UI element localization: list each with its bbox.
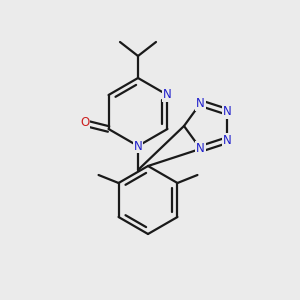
Text: N: N xyxy=(223,134,232,147)
Text: O: O xyxy=(80,116,89,130)
Text: N: N xyxy=(134,140,142,152)
Text: N: N xyxy=(223,105,232,119)
Text: N: N xyxy=(163,88,172,101)
Text: N: N xyxy=(196,97,205,110)
Text: N: N xyxy=(196,142,205,155)
